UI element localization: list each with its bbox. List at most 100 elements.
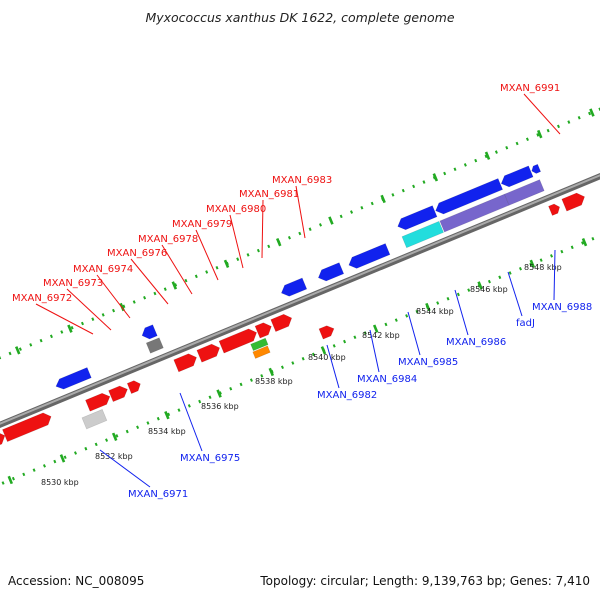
scale-tick-label: 8534 kbp — [148, 427, 186, 436]
major-tick — [59, 454, 66, 463]
gene-feature-forward — [126, 380, 141, 394]
major-tick — [529, 259, 536, 269]
leader-line — [523, 93, 561, 135]
gene-label-forward: MXAN_6979 — [172, 219, 232, 230]
gene-feature-reverse — [55, 367, 92, 390]
scale-tick-label: 8544 kbp — [416, 307, 454, 316]
gene-label-forward: MXAN_6980 — [206, 204, 266, 215]
gene-feature-forward — [548, 203, 561, 216]
gene-label-forward: MXAN_6981 — [239, 189, 299, 200]
major-tick — [67, 324, 73, 333]
leader-line — [454, 289, 469, 336]
scale-tick-label: 8546 kbp — [470, 285, 508, 294]
gene-label-reverse: MXAN_6982 — [317, 390, 377, 401]
gene-feature-grey_light — [81, 409, 108, 430]
gene-feature-forward — [108, 385, 128, 403]
major-tick — [425, 302, 431, 312]
major-tick — [14, 346, 21, 355]
major-tick — [171, 281, 178, 290]
major-tick — [111, 432, 118, 441]
tick-guides — [0, 107, 600, 486]
gene-label-reverse: MXAN_6975 — [180, 453, 240, 464]
leader-line — [369, 329, 380, 373]
leader-line — [507, 271, 523, 317]
gene-feature-reverse — [317, 262, 345, 282]
leader-line — [295, 185, 306, 239]
gene-feature-forward — [2, 412, 52, 443]
leader-line — [99, 449, 151, 488]
leader-line — [261, 199, 264, 259]
major-tick — [276, 238, 282, 247]
gene-label-reverse: fadJ — [516, 318, 535, 329]
leader-line — [553, 249, 556, 301]
gene-label-reverse: MXAN_6984 — [357, 374, 417, 385]
tick-guide-row — [0, 107, 600, 360]
gene-features — [0, 163, 585, 446]
scale-tick-label: 8542 kbp — [362, 331, 400, 340]
major-tick — [216, 389, 222, 398]
gene-feature-reverse — [531, 163, 542, 174]
leader-line — [229, 214, 244, 269]
scale-tick-label: 8532 kbp — [95, 452, 133, 461]
gene-label-reverse: MXAN_6986 — [446, 337, 506, 348]
gene-label-forward: MXAN_6983 — [272, 175, 332, 186]
gene-feature-grey_dark — [145, 337, 164, 354]
gene-feature-forward — [173, 353, 197, 373]
genome-summary-text: Topology: circular; Length: 9,139,763 bp… — [259, 574, 590, 588]
leader-line — [195, 229, 219, 281]
gene-feature-highlight_cyan — [401, 220, 444, 249]
gene-label-forward: MXAN_6991 — [500, 83, 560, 94]
accession-text: Accession: NC_008095 — [8, 574, 144, 588]
gene-feature-reverse_light — [504, 179, 545, 206]
tick-guide-row — [0, 234, 600, 486]
map-title: Myxococcus xanthus DK 1622, complete gen… — [145, 10, 454, 25]
gene-feature-forward — [218, 328, 257, 354]
leader-line — [66, 288, 112, 331]
major-tick — [268, 367, 275, 377]
major-tick — [477, 281, 483, 290]
leader-line — [326, 344, 340, 389]
gene-label-reverse: MXAN_6971 — [128, 489, 188, 500]
gene-label-reverse: MXAN_6985 — [398, 357, 458, 368]
gene-feature-forward — [0, 433, 6, 446]
gene-feature-reverse — [141, 324, 158, 340]
gene-label-forward: MXAN_6976 — [107, 248, 167, 259]
scale-tick-label: 8538 kbp — [255, 377, 293, 386]
gene-labels: MXAN_6972 MXAN_6973 MXAN_6974 MXAN_6976 MXAN… — [12, 83, 592, 500]
major-tick — [320, 346, 327, 355]
leader-line — [130, 258, 169, 305]
leader-line — [35, 303, 94, 335]
gene-feature-forward — [254, 322, 272, 339]
genome-backbone — [0, 173, 600, 428]
leader-line — [407, 311, 421, 356]
scale-tick-label: 8540 kbp — [308, 353, 346, 362]
major-tick — [372, 324, 379, 333]
major-tick — [484, 151, 491, 160]
gene-feature-reverse — [280, 277, 308, 297]
gene-feature-forward — [561, 192, 585, 212]
gene-label-forward: MXAN_6973 — [43, 278, 103, 289]
gene-label-forward: MXAN_6972 — [12, 293, 72, 304]
leader-line — [179, 392, 203, 452]
scale-tick-label: 8530 kbp — [41, 478, 79, 487]
major-tick — [432, 173, 439, 182]
gene-label-forward: MXAN_6978 — [138, 234, 198, 245]
major-tick — [164, 410, 170, 420]
gene-feature-forward — [85, 392, 111, 412]
gene-label-reverse: MXAN_6988 — [532, 302, 592, 313]
scale-tick-label: 8536 kbp — [201, 402, 239, 411]
gene-label-forward: MXAN_6974 — [73, 264, 133, 275]
gene-feature-reverse — [435, 178, 504, 215]
major-tick — [537, 129, 543, 139]
major-tick — [589, 108, 595, 117]
major-tick — [223, 259, 230, 269]
major-tick — [7, 475, 14, 485]
gene-feature-forward — [196, 343, 221, 363]
major-tick — [581, 238, 588, 247]
gene-feature-forward — [318, 325, 335, 340]
leader-line — [161, 244, 193, 295]
gene-feature-forward — [270, 313, 293, 333]
leader-line — [96, 274, 131, 319]
major-tick — [328, 216, 334, 225]
